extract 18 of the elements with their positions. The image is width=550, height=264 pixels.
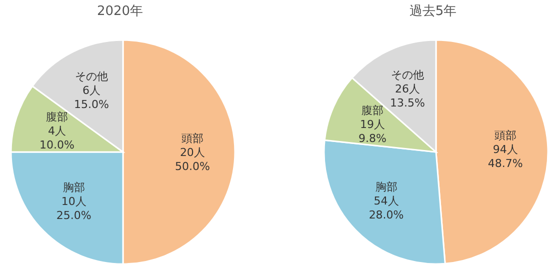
data-label: 6人 15.0%: [74, 84, 109, 111]
slice-label: 胸部: [62, 180, 85, 194]
slice-label: 頭部: [494, 128, 516, 142]
data-label: 19人 9.8%: [358, 117, 386, 144]
data-label: 54人 28.0%: [368, 194, 404, 221]
data-label: 26人 13.5%: [390, 82, 425, 110]
data-label: 20人 50.0%: [174, 146, 210, 172]
chart-title: 過去5年: [408, 3, 458, 20]
data-label: 94人 48.7%: [488, 142, 523, 170]
data-label: 4人 10.0%: [39, 124, 74, 152]
data-label: 10人 25.0%: [56, 194, 92, 222]
chart-title: 2020年: [96, 3, 144, 20]
slice-label: 腹部: [361, 103, 384, 116]
slice-label: 胸部: [375, 180, 398, 193]
slice-label: 腹部: [46, 110, 68, 124]
slice-label: 頭部: [181, 132, 204, 144]
slice-label: その他: [390, 68, 424, 82]
slice-label: その他: [74, 70, 108, 83]
